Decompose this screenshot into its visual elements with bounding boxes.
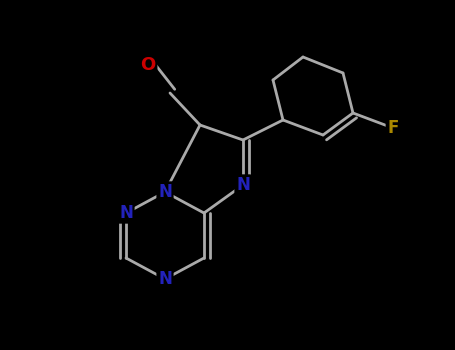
Text: N: N xyxy=(119,204,133,222)
Text: N: N xyxy=(158,270,172,288)
Text: O: O xyxy=(141,56,156,74)
Text: F: F xyxy=(387,119,399,137)
Text: N: N xyxy=(236,176,250,194)
Text: N: N xyxy=(158,183,172,201)
